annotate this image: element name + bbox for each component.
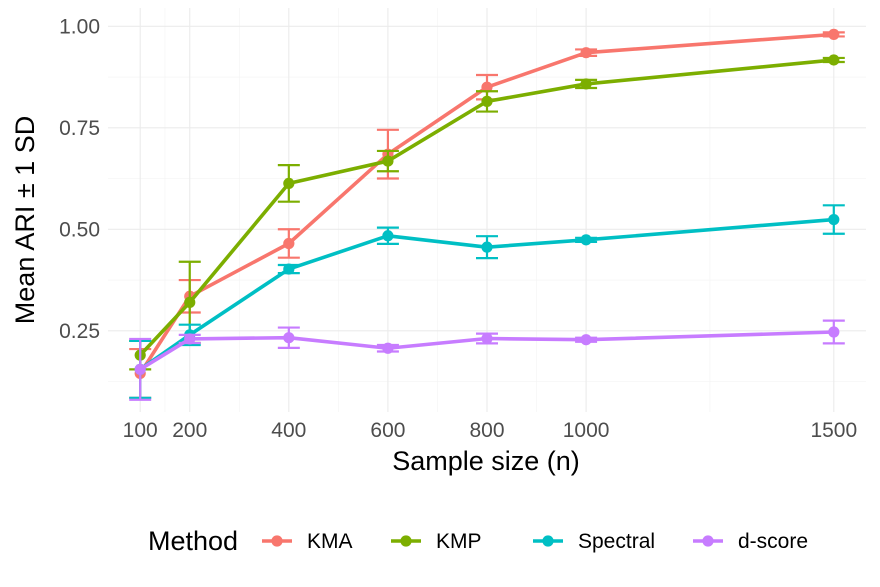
y-axis-title: Mean ARI ± 1 SD [10,116,40,324]
data-point [481,95,493,107]
legend-key-point [271,535,283,547]
data-point [184,296,196,308]
x-tick-label: 800 [469,419,504,442]
data-point [283,263,295,275]
x-tick-label: 1000 [563,419,610,442]
series-layer [129,28,845,401]
series-d-score [129,319,845,401]
data-point [580,234,592,246]
legend-item-kmp: KMP [391,530,482,553]
legend-item-kma: KMA [262,530,353,553]
data-point [481,332,493,345]
legend-key-point [702,535,714,547]
data-point [283,177,295,190]
legend-label: KMP [436,530,482,553]
data-point [828,28,840,40]
data-point [283,237,295,250]
grid [108,8,866,412]
y-tick-label: 1.00 [59,15,100,38]
data-point [481,241,493,253]
data-point [134,363,146,375]
data-point [828,213,840,226]
y-axis-ticks: 0.25 0.50 0.75 1.00 [59,15,100,343]
x-tick-label: 200 [172,419,207,442]
data-point [580,47,592,59]
legend-key-point [542,535,554,547]
data-point [481,81,493,93]
x-tick-label: 1500 [810,419,857,442]
data-point [580,334,592,346]
legend-key-point [400,535,412,547]
x-tick-label: 100 [123,419,158,442]
y-tick-label: 0.50 [59,218,100,241]
data-point [382,230,394,242]
data-point [382,155,394,167]
y-tick-label: 0.75 [59,117,100,140]
legend: Method KMA KMP Spectral d-score [148,526,808,556]
legend-label: d-score [738,530,808,553]
legend-label: Spectral [578,530,655,553]
x-axis-ticks: 100 200 400 600 800 1000 1500 [123,419,857,442]
y-tick-label: 0.25 [59,320,100,343]
x-tick-label: 600 [370,419,405,442]
legend-item-d-score: d-score [693,530,808,553]
legend-title: Method [148,526,238,556]
x-tick-label: 400 [271,419,306,442]
legend-item-spectral: Spectral [533,530,655,553]
data-point [382,342,394,354]
x-axis-title: Sample size (n) [392,446,580,476]
data-point [283,332,295,344]
data-point [184,333,196,345]
data-point [580,78,592,90]
legend-label: KMA [307,530,353,553]
data-point [828,326,840,338]
data-point [828,54,840,66]
